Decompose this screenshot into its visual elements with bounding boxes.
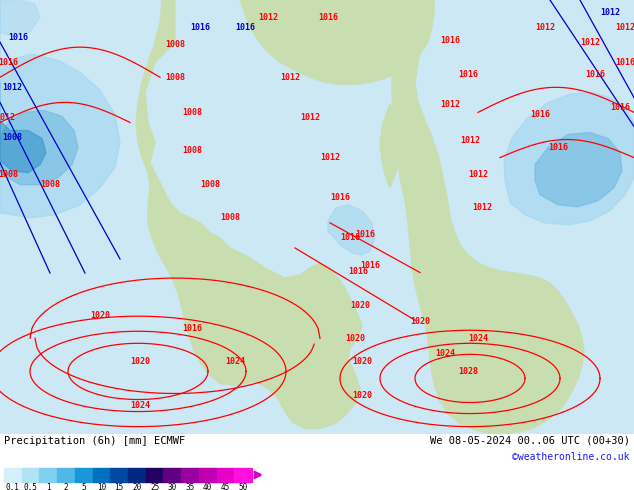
Bar — [146, 468, 164, 482]
Text: 1028: 1028 — [458, 367, 478, 376]
Bar — [93, 468, 110, 482]
Text: 1024: 1024 — [130, 401, 150, 410]
Polygon shape — [504, 92, 634, 225]
Polygon shape — [0, 0, 120, 218]
Text: 1020: 1020 — [350, 301, 370, 310]
Text: 1016: 1016 — [360, 261, 380, 270]
Text: 1016: 1016 — [235, 23, 255, 31]
Text: 1012: 1012 — [468, 170, 488, 179]
Bar — [235, 468, 252, 482]
Bar — [217, 468, 235, 482]
Polygon shape — [380, 104, 402, 188]
Text: 1012: 1012 — [472, 203, 492, 212]
Text: 0.5: 0.5 — [23, 484, 37, 490]
Text: 1012: 1012 — [2, 83, 22, 92]
Text: 30: 30 — [167, 484, 177, 490]
Text: 1016: 1016 — [318, 13, 338, 22]
Text: 10: 10 — [97, 484, 106, 490]
Polygon shape — [0, 0, 40, 37]
Text: 1: 1 — [46, 484, 51, 490]
Text: 1012: 1012 — [600, 7, 620, 17]
Text: 1020: 1020 — [90, 311, 110, 319]
Text: 1016: 1016 — [340, 233, 360, 243]
Text: 1016: 1016 — [355, 230, 375, 240]
Text: We 08-05-2024 00..06 UTC (00+30): We 08-05-2024 00..06 UTC (00+30) — [430, 436, 630, 446]
Bar — [75, 468, 93, 482]
Text: 1016: 1016 — [440, 36, 460, 45]
Bar — [164, 468, 181, 482]
Text: 1016: 1016 — [330, 193, 350, 202]
Text: 1016: 1016 — [530, 110, 550, 119]
Text: 40: 40 — [203, 484, 212, 490]
Text: 1024: 1024 — [225, 357, 245, 366]
Text: 1016: 1016 — [190, 23, 210, 31]
Text: 1016: 1016 — [585, 70, 605, 79]
Polygon shape — [0, 121, 46, 172]
Text: 1016: 1016 — [182, 324, 202, 333]
Text: 1012: 1012 — [320, 153, 340, 162]
Polygon shape — [392, 0, 584, 434]
Text: 0.1: 0.1 — [6, 484, 20, 490]
Text: 1020: 1020 — [352, 357, 372, 366]
Text: 25: 25 — [150, 484, 159, 490]
Text: 1020: 1020 — [410, 317, 430, 326]
Text: 2: 2 — [63, 484, 68, 490]
Text: 5: 5 — [81, 484, 86, 490]
Text: 1024: 1024 — [435, 349, 455, 358]
Text: 1012: 1012 — [460, 136, 480, 145]
Text: 1012: 1012 — [580, 38, 600, 47]
Text: 1008: 1008 — [165, 73, 185, 82]
Text: 1008: 1008 — [0, 170, 18, 179]
Polygon shape — [328, 205, 375, 255]
Text: 1016: 1016 — [8, 33, 28, 42]
Text: 50: 50 — [238, 484, 248, 490]
Text: 1016: 1016 — [548, 143, 568, 152]
Bar — [199, 468, 217, 482]
Bar — [4, 468, 22, 482]
Bar — [181, 468, 199, 482]
Polygon shape — [0, 82, 78, 185]
Text: 1008: 1008 — [40, 180, 60, 189]
Polygon shape — [136, 0, 362, 429]
Text: 1020: 1020 — [130, 357, 150, 366]
Polygon shape — [535, 132, 622, 207]
Text: 1008: 1008 — [220, 213, 240, 222]
Bar — [57, 468, 75, 482]
Text: 1016: 1016 — [458, 70, 478, 79]
Text: 15: 15 — [115, 484, 124, 490]
Text: 1012: 1012 — [258, 13, 278, 22]
Text: 1012: 1012 — [300, 113, 320, 122]
Text: 1008: 1008 — [182, 108, 202, 117]
Text: 1016: 1016 — [615, 58, 634, 67]
Text: 1008: 1008 — [2, 133, 22, 142]
Text: 1020: 1020 — [345, 334, 365, 343]
Text: 35: 35 — [185, 484, 195, 490]
Text: 45: 45 — [221, 484, 230, 490]
Text: 1012: 1012 — [615, 23, 634, 31]
Bar — [110, 468, 128, 482]
Text: Precipitation (6h) [mm] ECMWF: Precipitation (6h) [mm] ECMWF — [4, 436, 185, 446]
Text: 1012: 1012 — [0, 113, 15, 122]
Text: 1012: 1012 — [280, 73, 300, 82]
Text: 1024: 1024 — [468, 334, 488, 343]
Text: 1008: 1008 — [200, 180, 220, 189]
Text: 1008: 1008 — [182, 146, 202, 155]
Text: 1012: 1012 — [535, 23, 555, 31]
Text: 1016: 1016 — [348, 267, 368, 275]
Bar — [39, 468, 57, 482]
Text: 1016: 1016 — [0, 58, 18, 67]
Text: 1020: 1020 — [352, 391, 372, 400]
Polygon shape — [240, 0, 434, 84]
Text: 1008: 1008 — [165, 40, 185, 49]
Text: ©weatheronline.co.uk: ©weatheronline.co.uk — [512, 452, 630, 462]
Bar — [128, 468, 146, 482]
Text: 1012: 1012 — [440, 100, 460, 109]
Bar — [22, 468, 39, 482]
Text: 20: 20 — [133, 484, 141, 490]
Text: 1016: 1016 — [610, 103, 630, 112]
